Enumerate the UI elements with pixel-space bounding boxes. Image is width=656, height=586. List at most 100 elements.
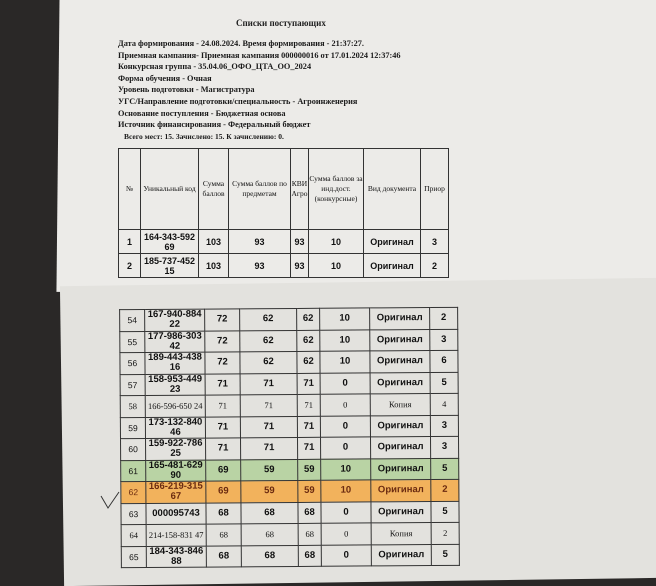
table-cell: Оригинал <box>370 436 431 459</box>
table-row: 57 158-953-449 23 71 71 71 0 Оригинал 5 <box>120 371 459 396</box>
table-cell: 3 <box>420 229 449 254</box>
document-title: Списки поступающих <box>236 18 326 28</box>
table-cell: 2 <box>431 522 460 545</box>
table-row: 60 159-922-786 25 71 71 71 0 Оригинал 3 <box>120 436 459 461</box>
table-cell: 59 <box>297 458 321 481</box>
table-cell: 56 <box>119 352 146 375</box>
meta-line: Форма обучения - Очная <box>118 73 212 83</box>
table-cell: 159-922-786 25 <box>145 438 206 461</box>
table-cell: 2 <box>429 307 458 330</box>
table-cell: Оригинал <box>363 253 421 278</box>
table-cell: Оригинал <box>369 329 430 351</box>
table-cell: 68 <box>241 544 299 567</box>
column-header: Уникальный код <box>140 148 199 230</box>
table-cell: 71 <box>297 372 321 395</box>
table-cell: 71 <box>205 416 241 439</box>
table-cell: 71 <box>205 437 241 460</box>
table-cell: 62 <box>239 351 298 374</box>
meta-line: Дата формирования - 24.08.2024. Время фо… <box>118 39 364 48</box>
table-cell: 68 <box>240 501 299 524</box>
table-cell: 0 <box>320 393 371 416</box>
table-cell: 71 <box>240 394 298 417</box>
meta-line: Уровень подготовки - Магистратура <box>118 85 255 95</box>
column-header: Сумма баллов по предметам <box>228 148 291 230</box>
table-cell: 164-343-592 69 <box>140 229 199 254</box>
table-row: 64 214-158-831 47 68 68 68 0 Копия 2 <box>121 522 460 547</box>
table-cell: 72 <box>204 308 240 331</box>
table-cell: 68 <box>241 523 299 546</box>
table-cell: 158-953-449 23 <box>145 373 206 396</box>
table-cell: 59 <box>297 480 321 502</box>
table-cell: 10 <box>308 229 364 254</box>
table-row: 55 177-986-303 42 72 62 62 10 Оригинал 3 <box>119 328 458 353</box>
table-cell: 2 <box>420 253 449 278</box>
table-row: 65 184-343-846 88 68 68 68 0 Оригинал 5 <box>121 543 460 568</box>
table-cell: 68 <box>298 523 322 545</box>
table-cell: 93 <box>290 229 309 254</box>
table-cell: 166-219-315 67 <box>145 481 206 504</box>
table-cell: Оригинал <box>371 544 432 566</box>
checkmark-icon <box>100 491 120 509</box>
table-cell: 5 <box>431 543 460 566</box>
table-cell: 54 <box>119 309 145 332</box>
table-cell: 93 <box>290 253 309 278</box>
table-cell: 71 <box>297 415 321 438</box>
table-row: 63 000095743 68 68 68 0 Оригинал 5 <box>120 500 460 525</box>
table-cell: 0 <box>320 415 371 438</box>
table-cell: 60 <box>120 438 146 461</box>
table-cell: 184-343-846 88 <box>146 545 207 568</box>
table-cell: 0 <box>321 544 372 567</box>
applicants-table-bottom: 54 167-940-884 22 72 62 62 10 Оригинал 2 55 177-9… <box>119 307 460 568</box>
column-header: КВИ Агро <box>290 148 309 230</box>
table-cell: 4 <box>430 393 459 416</box>
table-cell: 71 <box>240 437 298 460</box>
table-row: 2 185-737-452 15 103 93 93 10 Оригинал 2 <box>118 253 449 278</box>
table-row: 54 167-940-884 22 72 62 62 10 Оригинал 2 <box>119 307 458 332</box>
table-cell: 103 <box>198 229 229 254</box>
table-cell: 72 <box>204 351 241 374</box>
table-row: 62 166-219-315 67 69 59 59 10 Оригинал 2 <box>120 479 459 504</box>
table-cell: 71 <box>297 437 321 459</box>
table-cell: 103 <box>198 253 229 278</box>
table-cell: 71 <box>240 372 298 395</box>
table-row: 56 189-443-438 16 72 62 62 10 Оригинал 6 <box>119 350 459 375</box>
table-cell: 0 <box>320 436 371 459</box>
table-cell: 59 <box>240 480 298 503</box>
column-header: № <box>118 148 141 230</box>
table-cell: Оригинал <box>370 479 431 502</box>
table-cell: Оригинал <box>370 415 431 437</box>
table-cell: 166-596-650 24 <box>145 395 206 418</box>
table-cell: 68 <box>206 523 242 546</box>
table-cell: 55 <box>119 331 145 353</box>
table-cell: 2 <box>430 479 459 502</box>
table-cell: 3 <box>429 328 458 351</box>
table-cell: 59 <box>120 417 146 439</box>
table-cell: 57 <box>120 374 146 396</box>
table-cell: 5 <box>430 457 459 480</box>
meta-line: Источник финансирования - Федеральный бю… <box>118 120 311 130</box>
table-cell: 0 <box>321 522 372 545</box>
table-cell: 68 <box>206 545 242 568</box>
table-cell: 10 <box>319 329 370 352</box>
table-cell: 58 <box>120 395 146 418</box>
table-row: 59 173-132-840 46 71 71 71 0 Оригинал 3 <box>120 414 459 439</box>
table-cell: 000095743 <box>145 502 207 525</box>
table-cell: Оригинал <box>370 372 431 394</box>
table-cell: 214-158-831 47 <box>146 524 207 547</box>
document-meta: Дата формирования - 24.08.2024. Время фо… <box>118 38 401 142</box>
table-cell: 173-132-840 46 <box>145 416 206 439</box>
applicants-table-top: № Уникальный код Сумма баллов Сумма баллов … <box>118 148 449 278</box>
table-cell: 69 <box>205 480 241 503</box>
table-cell: 62 <box>296 351 321 373</box>
table-cell: 71 <box>205 373 241 396</box>
table-cell: 62 <box>239 308 297 331</box>
table-cell: 0 <box>320 372 371 395</box>
table-cell: 71 <box>205 394 241 417</box>
table-cell: 3 <box>430 436 459 459</box>
table-cut-edge <box>118 277 448 283</box>
meta-line: Конкурсная группа - 35.04.06_ОФО_ЦТА_ОО_… <box>118 62 312 72</box>
table-cell: 62 <box>296 308 320 330</box>
table-cell: 185-737-452 15 <box>140 253 199 278</box>
table-row: 58 166-596-650 24 71 71 71 0 Копия 4 <box>120 393 459 418</box>
column-header: Сумма баллов за инд.дост. (конкурсные) <box>308 148 364 230</box>
